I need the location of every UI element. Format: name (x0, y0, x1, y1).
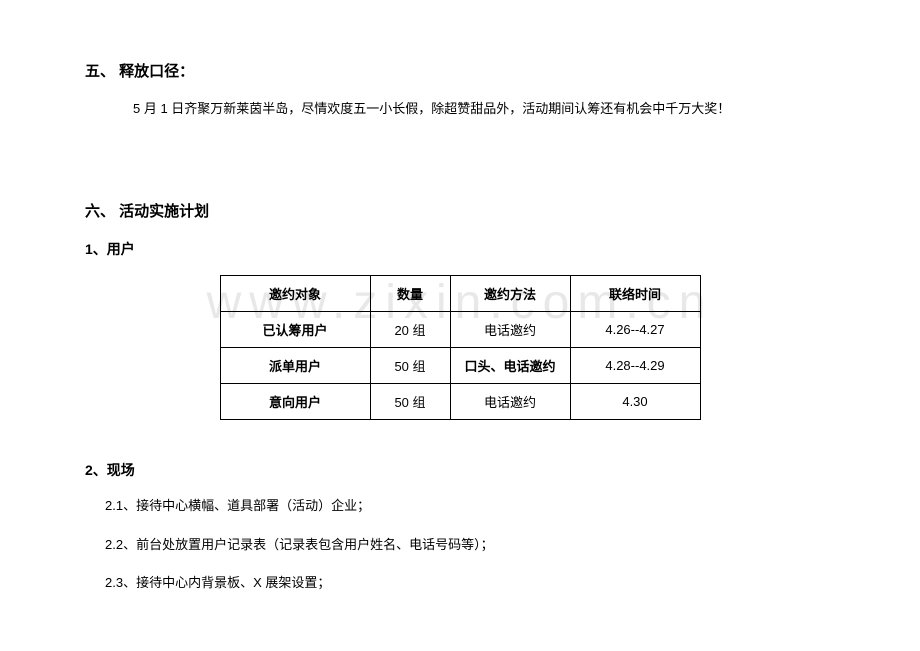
cell-target: 意向用户 (220, 383, 370, 419)
header-quantity: 数量 (370, 275, 450, 311)
cell-quantity: 20 组 (370, 311, 450, 347)
table-header-row: 邀约对象 数量 邀约方法 联络时间 (220, 275, 700, 311)
cell-target: 派单用户 (220, 347, 370, 383)
invitation-table: 邀约对象 数量 邀约方法 联络时间 已认筹用户 20 组 电话邀约 4.26--… (220, 275, 701, 420)
subsection-1-heading: 1、用户 (85, 239, 835, 259)
cell-quantity: 50 组 (370, 383, 450, 419)
list-item: 2.1、接待中心横幅、道具部署（活动）企业； (105, 496, 835, 517)
header-method: 邀约方法 (450, 275, 570, 311)
invitation-table-container: 邀约对象 数量 邀约方法 联络时间 已认筹用户 20 组 电话邀约 4.26--… (85, 275, 835, 420)
list-item: 2.2、前台处放置用户记录表（记录表包含用户姓名、电话号码等）； (105, 535, 835, 556)
cell-method: 电话邀约 (450, 383, 570, 419)
list-item: 2.3、接待中心内背景板、X 展架设置； (105, 573, 835, 594)
table-row: 派单用户 50 组 口头、电话邀约 4.28--4.29 (220, 347, 700, 383)
section-5-body: 5 月 1 日齐聚万新莱茵半岛，尽情欢度五一小长假，除超赞甜品外，活动期间认筹还… (133, 99, 835, 120)
table-row: 已认筹用户 20 组 电话邀约 4.26--4.27 (220, 311, 700, 347)
table-row: 意向用户 50 组 电话邀约 4.30 (220, 383, 700, 419)
cell-method: 口头、电话邀约 (450, 347, 570, 383)
cell-quantity: 50 组 (370, 347, 450, 383)
section-5-heading: 五、 释放口径： (85, 60, 835, 81)
cell-target: 已认筹用户 (220, 311, 370, 347)
header-time: 联络时间 (570, 275, 700, 311)
cell-method: 电话邀约 (450, 311, 570, 347)
cell-time: 4.30 (570, 383, 700, 419)
cell-time: 4.26--4.27 (570, 311, 700, 347)
cell-time: 4.28--4.29 (570, 347, 700, 383)
header-target: 邀约对象 (220, 275, 370, 311)
section-6-heading: 六、 活动实施计划 (85, 200, 835, 221)
subsection-2-heading: 2、现场 (85, 460, 835, 480)
